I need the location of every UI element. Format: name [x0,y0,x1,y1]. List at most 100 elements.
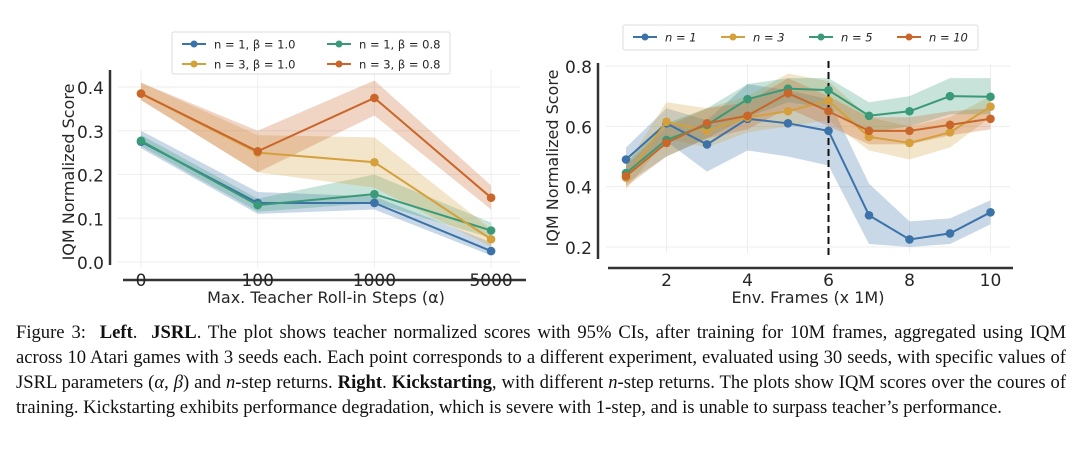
x-tick-label: 4 [742,271,753,291]
caption-prefix: Figure 3: [16,322,86,343]
data-point [945,91,955,101]
data-point [702,119,712,128]
data-point [864,211,874,220]
ci-band [626,84,991,247]
data-point [253,200,262,210]
data-point [486,246,496,256]
data-point [986,208,995,217]
legend-swatch-marker [190,60,198,68]
kickstarting-chart: 0.2 0.4 0.6 0.8 2 4 6 8 10 Env. Frames (x 1M) I… [543,24,1013,307]
legend-entry-label: n = 10 [929,31,968,45]
legend-swatch-marker [335,40,343,48]
data-point [824,106,833,116]
legend-entry-label: n = 1 [665,31,697,45]
ci-band [626,73,991,190]
legend-box [171,31,451,75]
data-point [783,119,793,128]
x-tick-label: 6 [823,271,834,291]
x-tick-label: 100 [241,271,273,291]
data-point [905,138,914,148]
x-tick-label: 10 [980,271,1002,291]
y-tick-label: 0.8 [565,58,592,78]
x-tick-label: 5000 [469,271,512,291]
x-axis-label: Max. Teacher Roll-in Steps (α) [207,288,445,307]
figure-caption: Figure 3: Left. JSRL. The plot shows tea… [16,322,1067,418]
data-point [945,229,955,238]
y-tick-label: 0.2 [77,167,104,187]
x-tick-label: 0 [136,271,147,291]
data-point [370,198,379,208]
series-lines [621,84,995,244]
caption-text: -step returns. The plots show IQM scores… [16,372,1067,418]
y-tick-label: 0.4 [565,179,592,199]
data-point [486,234,496,244]
caption-beta: β [173,372,183,393]
x-tick-labels: 2 4 6 8 10 [661,271,1001,291]
legend-swatch-marker [817,33,825,41]
data-point [370,189,379,199]
data-point [905,126,914,136]
caption-text: . The plot shows teacher normalized scor… [16,322,1066,393]
y-tick-labels: 0.2 0.4 0.6 0.8 [565,58,592,259]
caption-left-label: Left [99,322,133,343]
y-tick-label: 0.4 [77,79,104,99]
data-point [136,89,146,98]
data-point [824,85,833,95]
y-tick-label: 0.2 [565,239,592,259]
series-line [625,99,992,179]
x-axis-label: Env. Frames (x 1M) [732,288,885,307]
data-point [702,140,712,149]
caption-right-label: Right [337,372,383,393]
legend-entry-label: n = 3, β = 0.8 [359,58,440,72]
data-point [621,155,631,164]
data-point [824,126,833,136]
legend-swatch-marker [335,60,343,68]
series-line [140,92,492,199]
data-point [864,132,874,142]
caption-alpha: α [154,372,165,393]
legend-entry-label: n = 1, β = 0.8 [359,38,440,52]
data-point [945,120,955,130]
caption-n: n [608,372,618,393]
legend-entry-label: n = 5 [841,31,873,45]
caption-text: ) and [183,372,226,393]
ci-band [626,78,991,184]
series-lines [136,89,496,256]
y-tick-label: 0.0 [77,254,104,274]
data-point [783,106,793,116]
data-point [662,138,671,148]
legend-swatch-marker [905,33,913,41]
y-tick-label: 0.3 [77,123,104,143]
y-axis-label: IQM Normalized Score [543,70,562,247]
data-point [702,126,712,136]
figure-charts: 0.0 0.1 0.2 0.3 0.4 0 100 1000 5000 Max. Teache… [59,24,1013,307]
data-point [253,147,262,156]
caption-n: n [225,372,236,393]
series-line [625,92,991,177]
data-point [370,157,379,167]
confidence-bands [626,73,991,247]
legend: n = 1, β = 1.0 n = 1, β = 0.8 n = 3, β = 1… [171,31,451,75]
x-tick-labels: 0 100 1000 5000 [136,271,513,291]
data-point [986,102,995,112]
legend-box [622,24,979,51]
data-point [864,126,874,136]
data-point [743,111,752,121]
y-tick-label: 0.1 [77,210,104,230]
legend-swatch-marker [190,40,198,48]
ci-band [141,80,492,210]
data-point [783,88,793,98]
x-tick-label: 1000 [353,271,396,291]
data-point [743,94,752,104]
data-point [986,114,995,124]
data-point [905,235,914,244]
legend: n = 1 n = 3 n = 5 n = 10 [622,24,979,51]
data-point [986,92,995,102]
data-point [824,96,833,105]
legend-entry-label: n = 3, β = 1.0 [214,58,295,72]
caption-text: , [164,372,174,393]
data-point [621,171,631,181]
legend-entry-label: n = 1, β = 1.0 [214,38,295,52]
legend-swatch-marker [641,33,649,41]
caption-text: , with different [491,372,609,393]
